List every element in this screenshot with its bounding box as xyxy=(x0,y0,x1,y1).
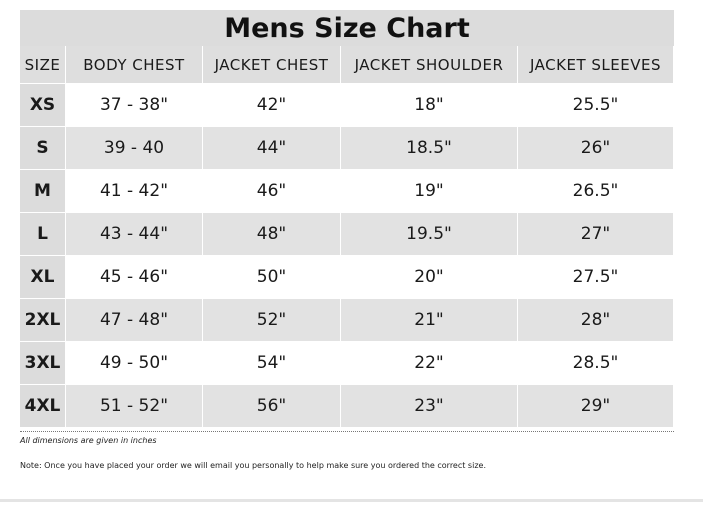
bottom-bar xyxy=(0,499,703,502)
table-cell: 19" xyxy=(341,170,518,213)
table-cell: 27.5" xyxy=(518,256,674,299)
table-cell: 41 - 42" xyxy=(66,170,203,213)
column-header: SIZE xyxy=(20,46,66,84)
table-cell: 27" xyxy=(518,213,674,256)
table-cell: 25.5" xyxy=(518,84,674,127)
size-label: 2XL xyxy=(20,299,66,342)
table-cell: 43 - 44" xyxy=(66,213,203,256)
table-cell: 51 - 52" xyxy=(66,385,203,428)
table-cell: 49 - 50" xyxy=(66,342,203,385)
table-cell: 42" xyxy=(203,84,341,127)
table-cell: 37 - 38" xyxy=(66,84,203,127)
table-cell: 18" xyxy=(341,84,518,127)
table-cell: 50" xyxy=(203,256,341,299)
dimensions-note: All dimensions are given in inches xyxy=(20,436,157,445)
table-cell: 18.5" xyxy=(341,127,518,170)
size-label: S xyxy=(20,127,66,170)
table-cell: 48" xyxy=(203,213,341,256)
table-cell: 46" xyxy=(203,170,341,213)
table-cell: 21" xyxy=(341,299,518,342)
divider xyxy=(20,431,674,432)
table-cell: 29" xyxy=(518,385,674,428)
column-header: BODY CHEST xyxy=(66,46,203,84)
table-cell: 56" xyxy=(203,385,341,428)
chart-title: Mens Size Chart xyxy=(20,10,674,46)
table-cell: 45 - 46" xyxy=(66,256,203,299)
table-cell: 20" xyxy=(341,256,518,299)
size-label: 3XL xyxy=(20,342,66,385)
table-cell: 26.5" xyxy=(518,170,674,213)
table-cell: 52" xyxy=(203,299,341,342)
order-note: Note: Once you have placed your order we… xyxy=(20,461,486,470)
table-cell: 54" xyxy=(203,342,341,385)
table-cell: 19.5" xyxy=(341,213,518,256)
size-label: 4XL xyxy=(20,385,66,428)
table-cell: 44" xyxy=(203,127,341,170)
table-cell: 28.5" xyxy=(518,342,674,385)
column-header: JACKET CHEST xyxy=(203,46,341,84)
column-header: JACKET SLEEVES xyxy=(518,46,674,84)
column-header: JACKET SHOULDER xyxy=(341,46,518,84)
size-label: XL xyxy=(20,256,66,299)
size-label: M xyxy=(20,170,66,213)
table-cell: 47 - 48" xyxy=(66,299,203,342)
table-cell: 26" xyxy=(518,127,674,170)
table-cell: 23" xyxy=(341,385,518,428)
size-label: L xyxy=(20,213,66,256)
size-label: XS xyxy=(20,84,66,127)
table-cell: 22" xyxy=(341,342,518,385)
table-cell: 39 - 40 xyxy=(66,127,203,170)
table-cell: 28" xyxy=(518,299,674,342)
